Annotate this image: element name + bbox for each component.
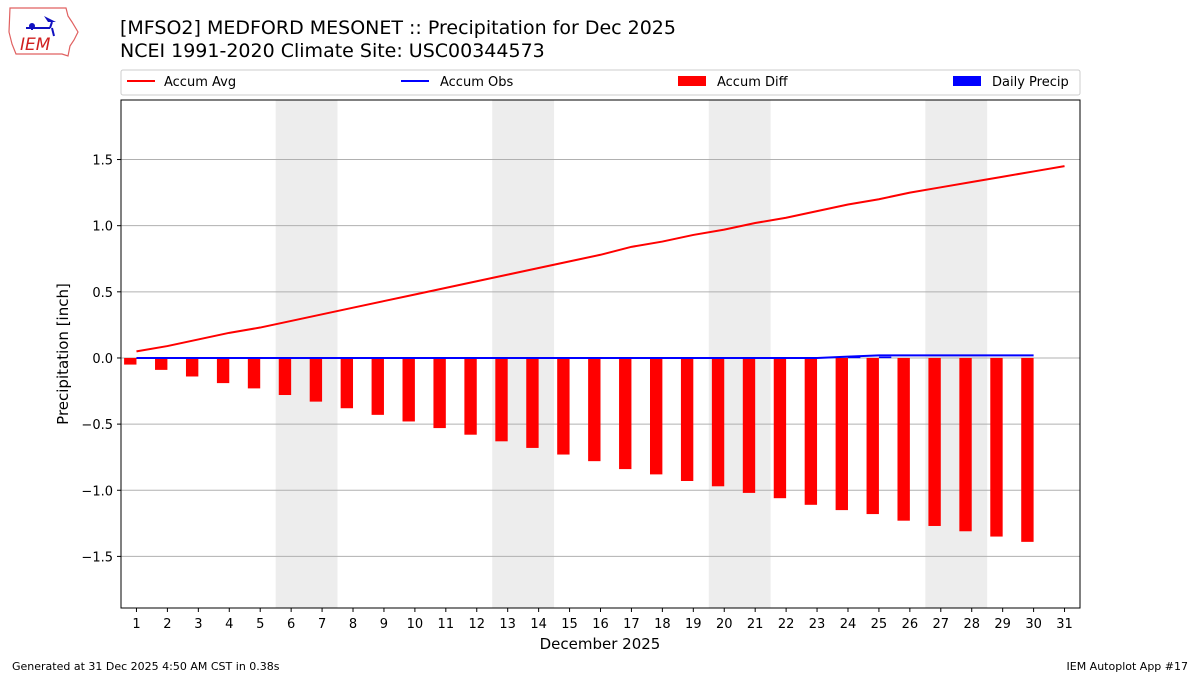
- legend-accum-obs: Accum Obs: [440, 75, 513, 90]
- accum-diff-bar: [340, 357, 354, 409]
- accum-diff-bar: [278, 357, 292, 396]
- accum-diff-bar: [185, 357, 199, 377]
- x-tick-label: 23: [809, 617, 826, 632]
- footer-app: IEM Autoplot App #17: [1066, 660, 1189, 673]
- accum-diff-bar: [1021, 357, 1034, 542]
- x-tick-label: 3: [194, 617, 202, 632]
- accum-diff-bar: [464, 357, 477, 435]
- y-tick-label: −1.0: [81, 484, 113, 499]
- legend-accum-diff: Accum Diff: [717, 75, 789, 90]
- accum-diff-bar: [402, 357, 415, 422]
- accum-diff-bar: [433, 357, 446, 429]
- accum-diff-bar: [804, 357, 818, 505]
- x-tick-label: 12: [468, 617, 485, 632]
- x-tick-label: 20: [716, 617, 733, 632]
- y-tick-label: 1.5: [92, 154, 113, 169]
- accum-diff-bar: [526, 357, 539, 448]
- x-tick-label: 22: [778, 617, 795, 632]
- x-tick-label: 1: [132, 617, 140, 632]
- accum-diff-bar: [309, 357, 323, 402]
- y-tick-label: 0.0: [92, 352, 113, 367]
- x-tick-label: 15: [561, 617, 578, 632]
- accum-diff-bar: [773, 357, 787, 499]
- accum-diff-bar: [495, 357, 508, 442]
- x-tick-label: 8: [349, 617, 357, 632]
- y-tick-label: −1.5: [81, 550, 113, 565]
- accum-diff-bar: [711, 357, 725, 487]
- x-tick-label: 9: [380, 617, 388, 632]
- chart-subtitle: NCEI 1991-2020 Climate Site: USC00344573: [120, 40, 545, 62]
- footer-generated: Generated at 31 Dec 2025 4:50 AM CST in …: [12, 660, 280, 673]
- x-tick-label: 17: [623, 617, 640, 632]
- iem-logo: IEM: [8, 7, 79, 57]
- accum-diff-bar: [216, 357, 230, 384]
- weekend-shading: [708, 100, 771, 608]
- x-tick-label: 11: [438, 617, 455, 632]
- x-tick-label: 21: [747, 617, 764, 632]
- x-tick-label: 30: [1025, 617, 1042, 632]
- accum-diff-bar: [247, 357, 261, 389]
- accum-obs-line: [136, 354, 1034, 359]
- plot-frame: [120, 99, 1081, 609]
- legend-daily-precip-swatch: [953, 76, 981, 86]
- x-tick-label: 4: [225, 617, 233, 632]
- accum-diff-bar: [124, 357, 137, 365]
- legend-accum-diff-swatch: [678, 76, 706, 86]
- accum-diff-bar: [619, 357, 632, 470]
- legend-daily-precip: Daily Precip: [992, 75, 1069, 90]
- x-tick-label: 29: [994, 617, 1011, 632]
- x-tick-label: 13: [499, 617, 516, 632]
- x-tick-label: 25: [871, 617, 888, 632]
- accum-avg-line: [136, 165, 1065, 353]
- accum-diff-bar: [742, 357, 756, 493]
- y-tick-label: 1.0: [92, 220, 113, 235]
- x-tick-label: 28: [963, 617, 980, 632]
- x-tick-label: 19: [685, 617, 702, 632]
- x-tick-label: 26: [902, 617, 919, 632]
- accum-diff-bar: [990, 357, 1003, 537]
- x-tick-label: 5: [256, 617, 264, 632]
- x-tick-label: 24: [840, 617, 857, 632]
- accum-diff-bar: [588, 357, 601, 462]
- x-tick-label: 31: [1056, 617, 1073, 632]
- chart-title: [MFSO2] MEDFORD MESONET :: Precipitation…: [120, 17, 676, 39]
- accum-diff-bar: [155, 357, 168, 370]
- legend: Accum Avg Accum Obs Accum Diff Daily Pre…: [120, 69, 1081, 96]
- legend-accum-avg: Accum Avg: [164, 75, 236, 90]
- accum-diff-bar: [680, 357, 694, 481]
- x-tick-label: 27: [933, 617, 950, 632]
- weekend-shading: [275, 100, 338, 608]
- y-tick-label: 0.5: [92, 286, 113, 301]
- x-tick-label: 7: [318, 617, 326, 632]
- daily-precip-bar: [878, 356, 892, 359]
- x-tick-label: 16: [592, 617, 609, 632]
- x-tick-label: 18: [654, 617, 671, 632]
- x-tick-label: 10: [407, 617, 424, 632]
- accum-diff-bar: [959, 357, 972, 532]
- y-tick-label: −0.5: [81, 418, 113, 433]
- x-axis-label: December 2025: [540, 635, 661, 653]
- y-axis-label: Precipitation [inch]: [54, 283, 72, 425]
- accum-diff-bar: [557, 357, 570, 455]
- x-tick-label: 2: [163, 617, 171, 632]
- x-tick-label: 6: [287, 617, 295, 632]
- daily-precip-bar: [847, 356, 861, 359]
- accum-diff-bar: [649, 357, 663, 475]
- svg-text:IEM: IEM: [20, 35, 51, 55]
- x-tick-label: 14: [530, 617, 547, 632]
- weekend-shading: [492, 100, 555, 608]
- accum-diff-bar: [835, 357, 848, 511]
- accum-diff-bar: [866, 357, 879, 515]
- accum-diff-bar: [928, 357, 941, 526]
- weekend-shading: [925, 100, 988, 608]
- accum-diff-bar: [371, 357, 384, 415]
- accum-diff-bar: [897, 357, 910, 521]
